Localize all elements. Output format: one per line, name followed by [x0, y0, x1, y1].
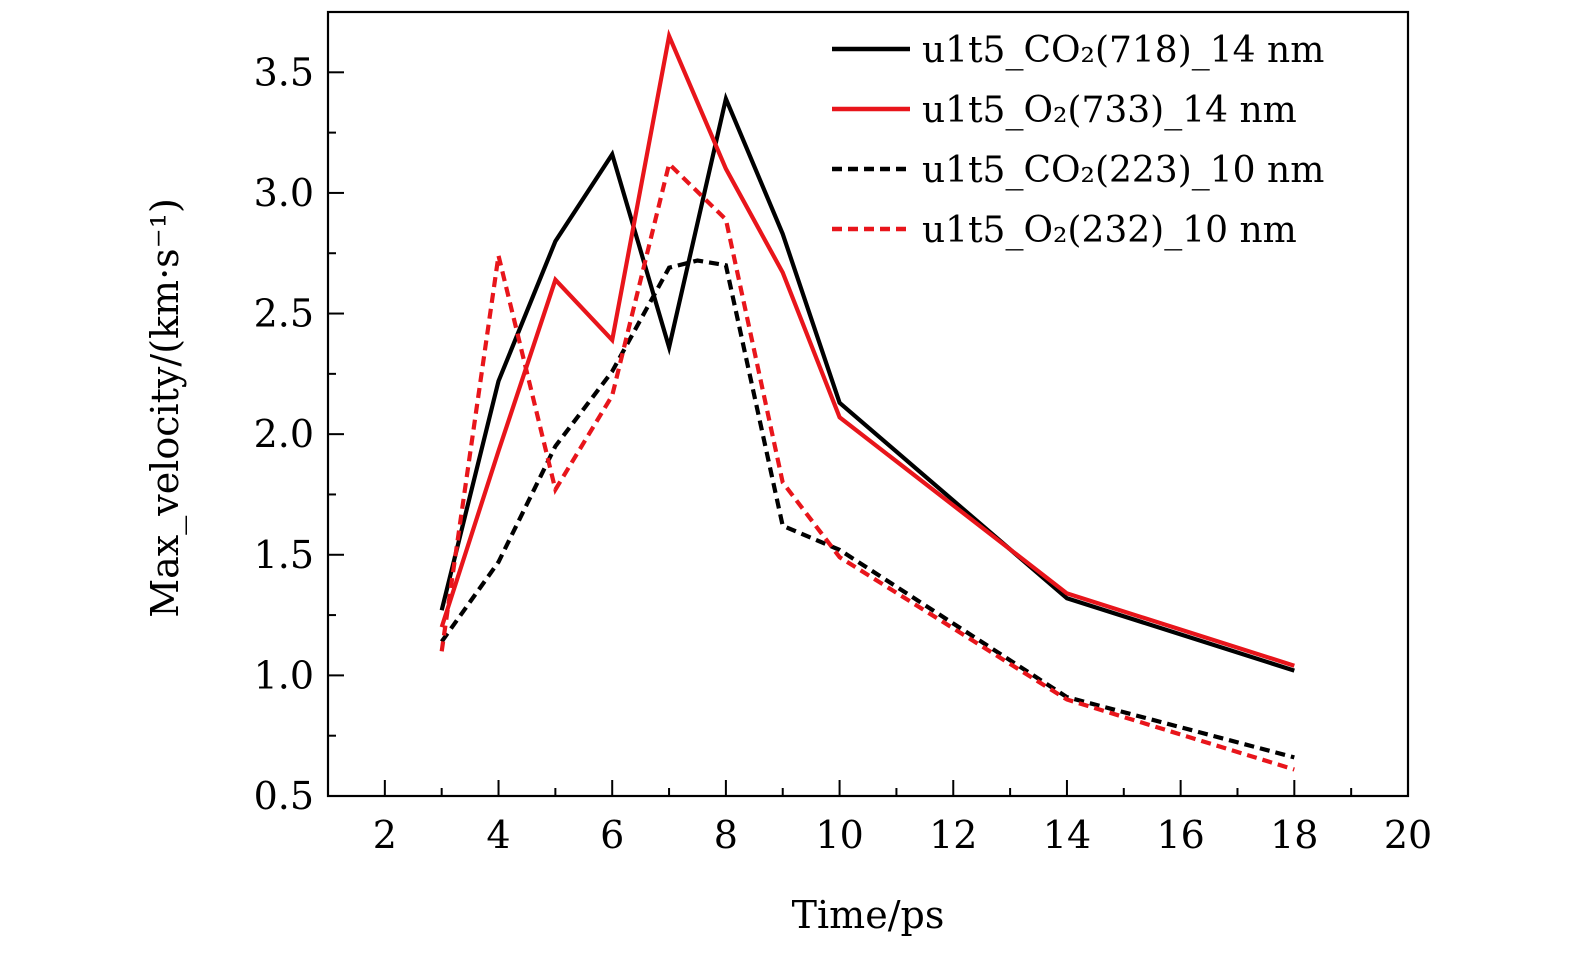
legend-label-3: u1t5_CO₂(223)_10 nm — [922, 150, 1324, 191]
x-axis-title: Time/ps — [792, 893, 945, 937]
y-tick-label: 2.0 — [254, 412, 314, 456]
x-tick-label: 6 — [600, 813, 624, 857]
y-tick-label: 1.5 — [254, 533, 314, 577]
x-tick-label: 8 — [714, 813, 738, 857]
legend-label-4: u1t5_O₂(232)_10 nm — [922, 210, 1297, 251]
y-axis-title: Max_velocity/(km·s⁻¹) — [143, 198, 188, 618]
series-line-4 — [439, 159, 1295, 772]
x-tick-label: 18 — [1270, 813, 1318, 857]
legend-label-2: u1t5_O₂(733)_14 nm — [922, 90, 1297, 131]
series-line-1 — [439, 91, 1295, 673]
y-tick-label: 1.0 — [254, 653, 314, 697]
y-tick-label: 3.0 — [254, 171, 314, 215]
plot-frame — [326, 10, 1410, 798]
legend-label-1: u1t5_CO₂(718)_14 nm — [922, 30, 1324, 71]
x-tick-label: 20 — [1384, 813, 1432, 857]
tick-labels: 2 4 6 8 10 12 14 16 18 20 0.5 1.0 1.5 2.0 2.5 3.0 3.5 — [254, 50, 1433, 857]
legend: u1t5_CO₂(718)_14 nm u1t5_O₂(733)_14 nm u1t… — [832, 30, 1324, 251]
x-tick-label: 2 — [373, 813, 397, 857]
y-tick-label: 2.5 — [254, 292, 314, 336]
x-tick-label: 12 — [929, 813, 977, 857]
series-lines — [439, 28, 1295, 772]
x-tick-label: 14 — [1043, 813, 1091, 857]
axis-ticks — [327, 11, 1409, 797]
x-tick-label: 16 — [1156, 813, 1204, 857]
y-tick-label: 3.5 — [254, 50, 314, 94]
x-tick-label: 4 — [486, 813, 510, 857]
y-tick-label: 0.5 — [254, 774, 314, 818]
series-line-3 — [439, 258, 1295, 760]
x-tick-label: 10 — [815, 813, 863, 857]
